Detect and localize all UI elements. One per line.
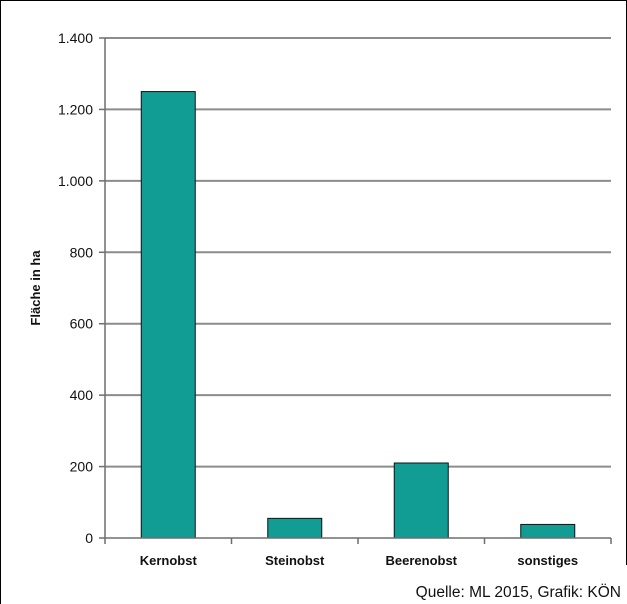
y-tick-label: 1.400 <box>58 30 93 46</box>
y-tick-label: 400 <box>70 387 94 403</box>
y-tick-label: 0 <box>85 530 93 546</box>
y-tick-label: 1.200 <box>58 101 93 117</box>
bar <box>520 523 576 539</box>
source-credit: Quelle: ML 2015, Grafik: KÖN <box>416 583 621 601</box>
bar <box>140 91 196 539</box>
axis-layer <box>99 37 612 544</box>
label-layer: 0 200 400 600 800 1.000 1.200 1.400 Kernobst Stei… <box>58 30 578 568</box>
y-axis-label: Fläche in ha <box>28 250 43 326</box>
y-tick-label: 600 <box>70 316 94 332</box>
bar <box>267 517 323 539</box>
y-tick-label: 800 <box>70 244 94 260</box>
y-tick-label: 200 <box>70 459 94 475</box>
bars-layer <box>140 91 576 539</box>
y-tick-label: 1.000 <box>58 173 93 189</box>
bar <box>393 462 449 539</box>
x-tick-label: sonstiges <box>517 553 578 568</box>
x-tick-label: Beerenobst <box>385 553 457 568</box>
x-tick-label: Steinobst <box>265 553 325 568</box>
x-tick-label: Kernobst <box>140 553 198 568</box>
